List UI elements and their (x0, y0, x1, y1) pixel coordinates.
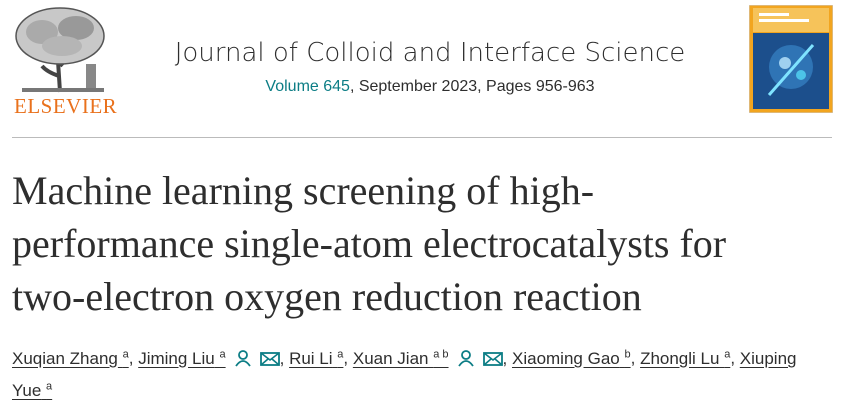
separator: , (730, 348, 736, 368)
affiliation-marker: a (46, 380, 53, 393)
affiliation-marker: a (219, 348, 226, 360)
separator: , (630, 348, 636, 368)
author: Xuan Jian a b, (352, 348, 508, 368)
title-line: Machine learning screening of high- (12, 168, 595, 213)
email-icon[interactable] (482, 351, 503, 367)
affiliation-marker: a (122, 348, 129, 360)
author-name-link[interactable]: Xuan Jian a b (352, 348, 449, 368)
author: Jiming Liu a, (138, 348, 285, 368)
author-profile-icon[interactable] (234, 349, 252, 367)
author-name: Rui Li (289, 348, 333, 368)
title-line: performance single-atom electrocatalysts… (12, 221, 727, 266)
author-name: Jiming Liu (138, 348, 215, 368)
author-name-link[interactable]: Xiuping Yue a (12, 349, 797, 401)
publisher-name: ELSEVIER (14, 94, 118, 118)
author-name: Xuqian Zhang (12, 348, 118, 368)
divider (12, 137, 832, 138)
author-name: Xiuping Yue (12, 348, 797, 401)
separator: , (502, 348, 508, 368)
author-name: Xuan Jian (352, 348, 429, 368)
title-line: two-electron oxygen reduction reaction (12, 274, 642, 319)
volume-link[interactable]: Volume 645 (265, 78, 350, 95)
separator: , (279, 348, 285, 368)
separator: , (343, 348, 349, 368)
issue-info: , September 2023, Pages 956-963 (349, 78, 595, 95)
author-name-link[interactable]: Xiaoming Gao b (512, 348, 631, 368)
author: Xiuping Yue a (12, 349, 797, 401)
affiliation-marker: a (337, 348, 344, 360)
author-name-link[interactable]: Jiming Liu a (138, 348, 226, 368)
author: Xuqian Zhang a, (12, 348, 134, 368)
author: Rui Li a, (289, 348, 349, 368)
author-name: Zhongli Lu (640, 348, 720, 368)
affiliation-marker: a (724, 348, 731, 360)
author-name-link[interactable]: Xuqian Zhang a (12, 348, 129, 368)
affiliation-marker: a b (433, 348, 449, 360)
author-list: Xuqian Zhang a, Jiming Liu a, Rui Li a, … (12, 340, 812, 405)
author-name-link[interactable]: Rui Li a (289, 348, 344, 368)
article-title: Machine learning screening of high-perfo… (12, 164, 726, 323)
separator: , (128, 348, 134, 368)
author-profile-icon[interactable] (457, 349, 475, 367)
journal-name[interactable]: Journal of Colloid and Interface Science (174, 38, 686, 68)
journal-cover[interactable] (749, 5, 833, 113)
author: Xiaoming Gao b, (512, 348, 636, 368)
author-name: Xiaoming Gao (512, 348, 620, 368)
issue-line: Volume 645, September 2023, Pages 956-96… (0, 78, 860, 96)
affiliation-marker: b (624, 348, 631, 360)
elsevier-tree-logo (15, 7, 105, 93)
author: Zhongli Lu a, (640, 348, 736, 368)
email-icon[interactable] (259, 351, 280, 367)
author-name-link[interactable]: Zhongli Lu a (640, 348, 731, 368)
